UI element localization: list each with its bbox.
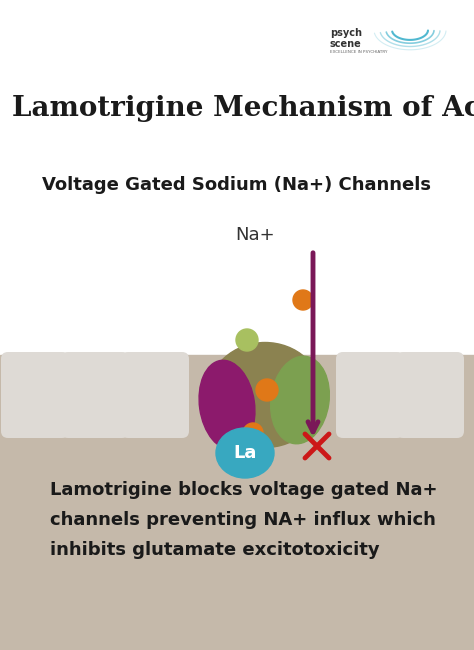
Text: psych
scene: psych scene	[330, 28, 362, 49]
Circle shape	[243, 423, 263, 443]
Text: La: La	[233, 444, 257, 462]
FancyBboxPatch shape	[1, 352, 69, 438]
Ellipse shape	[208, 343, 322, 447]
FancyBboxPatch shape	[336, 352, 404, 438]
FancyBboxPatch shape	[61, 352, 129, 438]
Text: Voltage Gated Sodium (Na+) Channels: Voltage Gated Sodium (Na+) Channels	[43, 176, 431, 194]
Bar	[0, 0, 474, 400]
Circle shape	[256, 379, 278, 401]
Bar	[0, 355, 474, 435]
Ellipse shape	[271, 356, 329, 444]
FancyBboxPatch shape	[396, 352, 464, 438]
Text: Lamotrigine Mechanism of Action: Lamotrigine Mechanism of Action	[12, 94, 474, 122]
Text: Lamotrigine blocks voltage gated Na+: Lamotrigine blocks voltage gated Na+	[50, 481, 438, 499]
FancyBboxPatch shape	[121, 352, 189, 438]
Ellipse shape	[199, 360, 255, 450]
Text: inhibits glutamate excitotoxicity: inhibits glutamate excitotoxicity	[50, 541, 380, 559]
Ellipse shape	[216, 428, 274, 478]
Circle shape	[293, 290, 313, 310]
Circle shape	[236, 329, 258, 351]
Text: EXCELLENCE IN PSYCHIATRY: EXCELLENCE IN PSYCHIATRY	[330, 50, 388, 54]
Text: Na+: Na+	[235, 226, 275, 244]
Text: channels preventing NA+ influx which: channels preventing NA+ influx which	[50, 511, 436, 529]
